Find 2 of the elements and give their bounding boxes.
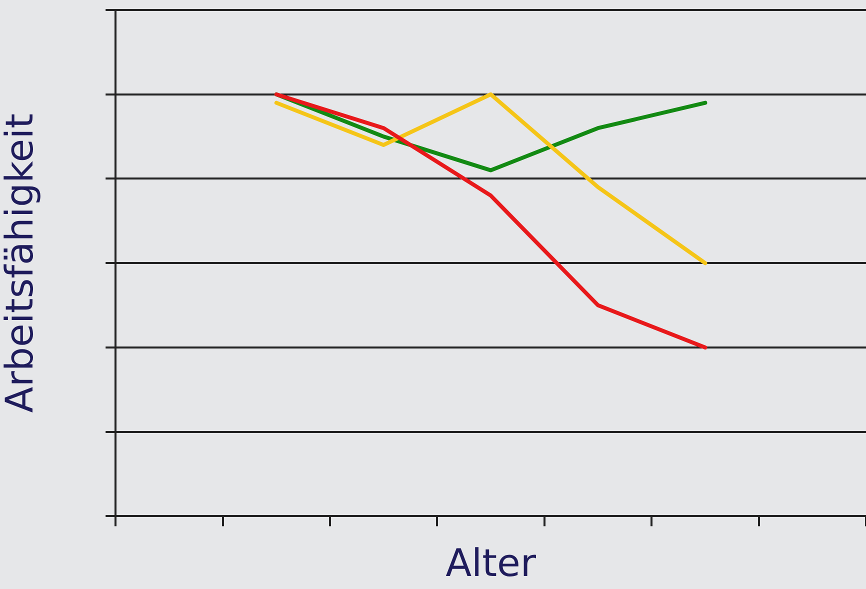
y-axis-title: Arbeitsfähigkeit bbox=[0, 113, 42, 413]
x-axis-title: Alter bbox=[446, 541, 536, 586]
